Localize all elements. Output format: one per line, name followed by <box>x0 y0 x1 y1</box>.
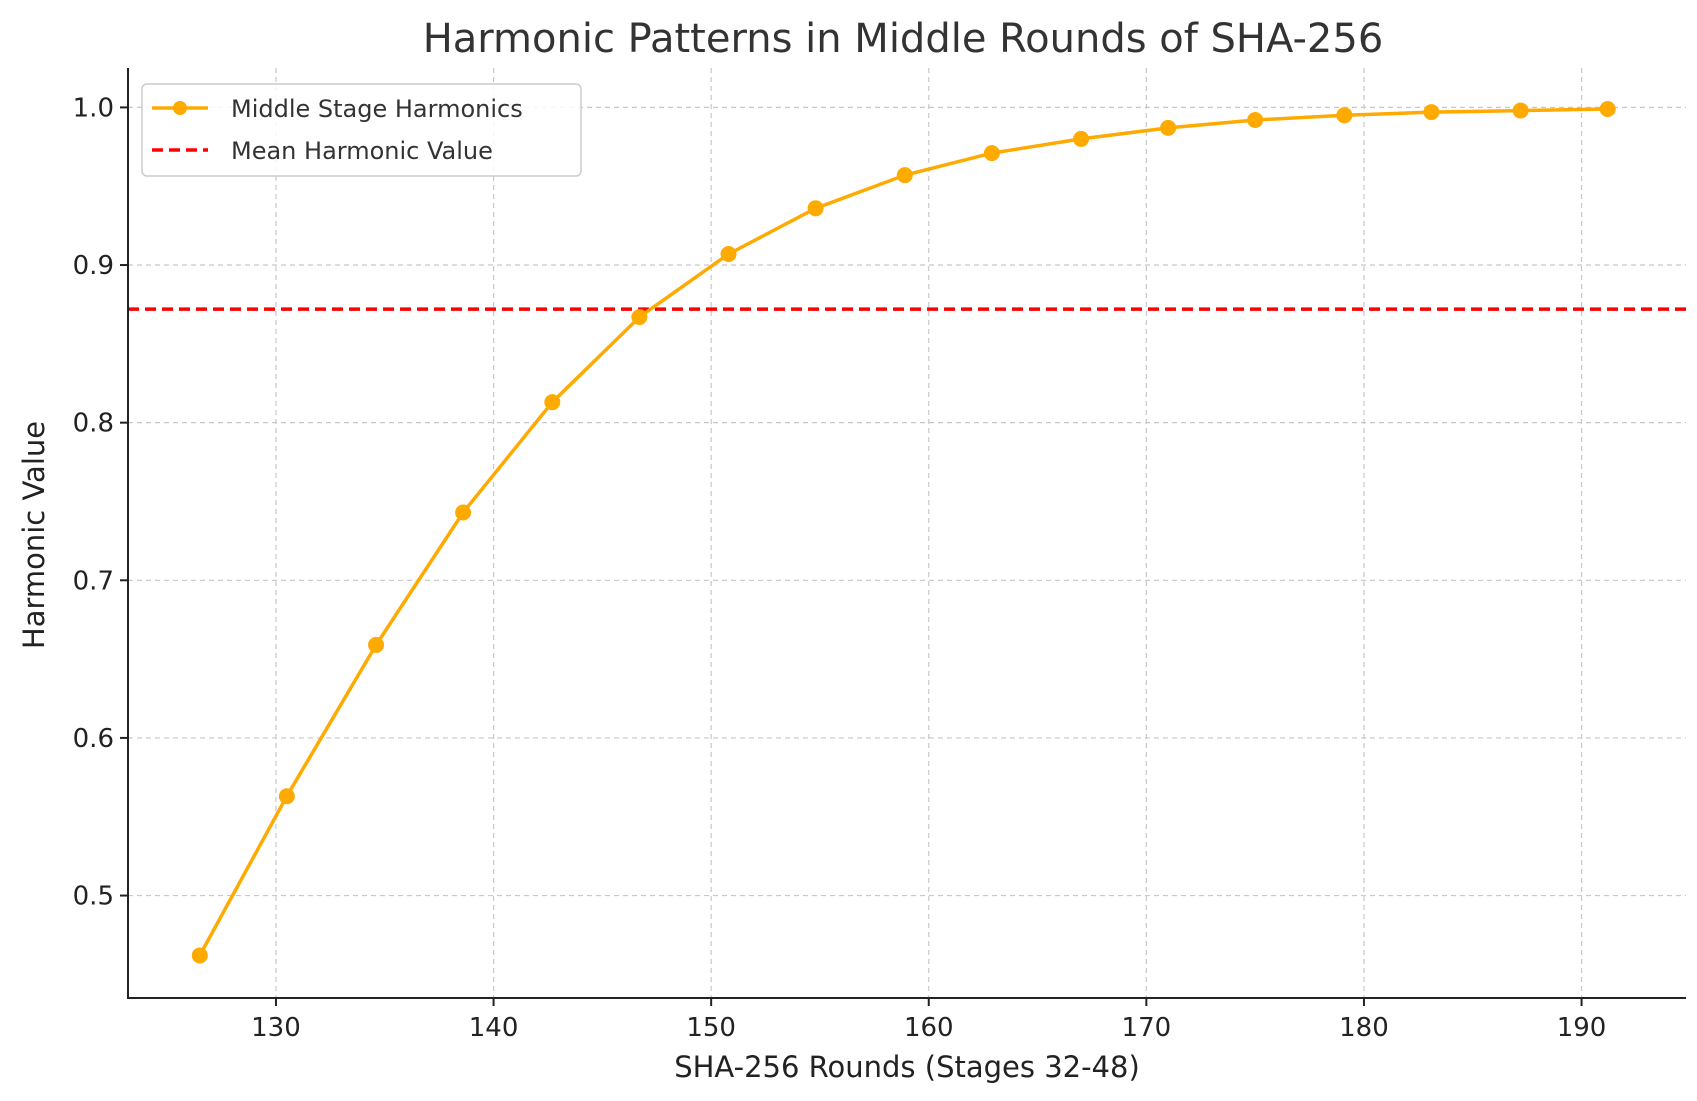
legend-label-mean: Mean Harmonic Value <box>231 137 493 165</box>
x-axis-ticks: 130 140 150 160 170 180 190 <box>251 998 1606 1043</box>
y-axis-ticks: 0.5 0.6 0.7 0.8 0.9 1.0 <box>73 93 128 912</box>
harmonics-data-point <box>278 788 295 805</box>
harmonics-data-point <box>1073 130 1090 147</box>
harmonics-data-point <box>631 309 648 326</box>
x-tick-label: 160 <box>904 1013 954 1043</box>
y-tick-label: 0.5 <box>73 882 114 912</box>
x-axis-label: SHA-256 Rounds (Stages 32-48) <box>674 1050 1140 1084</box>
x-tick-label: 190 <box>1557 1013 1607 1043</box>
harmonics-data-point <box>544 394 561 411</box>
chart-title: Harmonic Patterns in Middle Rounds of SH… <box>423 16 1384 62</box>
grid-lines <box>128 68 1686 998</box>
harmonics-data-point <box>1512 102 1529 119</box>
harmonics-data-point <box>807 200 824 217</box>
harmonics-data-point <box>896 167 913 184</box>
series-layer <box>191 100 1616 964</box>
legend-label-harmonics: Middle Stage Harmonics <box>231 95 523 123</box>
y-axis-label: Harmonic Value <box>17 421 51 649</box>
harmonics-data-point <box>455 504 472 521</box>
harmonics-data-point <box>368 636 385 653</box>
x-tick-label: 180 <box>1339 1013 1389 1043</box>
harmonics-data-point <box>1336 107 1353 124</box>
y-tick-label: 0.8 <box>73 409 114 439</box>
y-tick-label: 0.7 <box>73 566 114 596</box>
harmonics-data-point <box>1160 119 1177 136</box>
harmonics-data-point <box>1599 100 1616 117</box>
harmonics-data-point <box>1423 104 1440 121</box>
harmonics-data-point <box>191 947 208 964</box>
x-tick-label: 130 <box>251 1013 301 1043</box>
y-tick-label: 0.9 <box>73 251 114 281</box>
legend-box <box>141 83 582 177</box>
legend: Middle Stage Harmonics Mean Harmonic Val… <box>141 83 582 177</box>
x-tick-label: 140 <box>469 1013 519 1043</box>
y-tick-label: 1.0 <box>73 93 114 123</box>
axis-spines <box>127 68 1686 999</box>
harmonics-data-point <box>1247 112 1264 129</box>
legend-marker-harmonics <box>173 101 187 115</box>
harmonics-series-line <box>198 107 1608 957</box>
y-tick-label: 0.6 <box>73 724 114 754</box>
harmonics-data-point <box>983 145 1000 162</box>
harmonics-data-point <box>720 246 737 262</box>
x-tick-label: 170 <box>1122 1013 1172 1043</box>
x-tick-label: 150 <box>686 1013 736 1043</box>
